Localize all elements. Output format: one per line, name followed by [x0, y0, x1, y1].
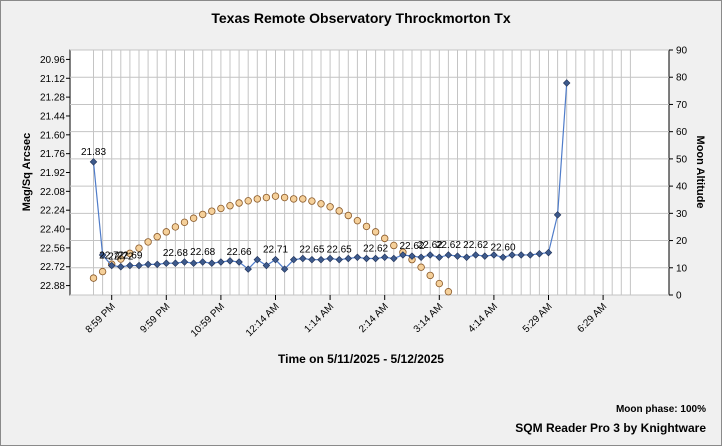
y2-tick-label: 70	[676, 100, 688, 111]
y2-tick-label: 80	[676, 73, 688, 84]
y-tick-label: 21.12	[40, 74, 65, 85]
sqm-data-label: 22.62	[463, 240, 488, 251]
x-tick-label: 1:14 AM	[302, 301, 336, 335]
moon-altitude-point	[209, 208, 216, 215]
sqm-data-label: 22.66	[227, 247, 252, 258]
y-tick-label: 22.88	[40, 281, 65, 292]
moon-altitude-point	[281, 194, 288, 201]
y2-tick-label: 40	[676, 182, 688, 193]
moon-altitude-point	[336, 208, 343, 215]
moon-altitude-point	[436, 280, 443, 287]
moon-altitude-point	[172, 224, 179, 231]
y-tick-label: 22.56	[40, 243, 65, 254]
y2-tick-label: 0	[676, 291, 682, 302]
moon-altitude-point	[90, 275, 97, 282]
y2-tick-label: 20	[676, 236, 688, 247]
sqm-data-label: 22.68	[163, 248, 188, 259]
moon-altitude-point	[372, 229, 379, 236]
x-tick-label: 10:59 PM	[189, 301, 227, 339]
moon-altitude-point	[254, 196, 261, 203]
y2-tick-label: 10	[676, 263, 688, 274]
y2-tick-label: 90	[676, 46, 688, 57]
moon-altitude-point	[445, 288, 452, 295]
x-tick-label: 3:14 AM	[412, 301, 446, 335]
y-axis-label: Mag/Sq Arcsec	[21, 133, 33, 211]
y-tick-label: 21.28	[40, 93, 65, 104]
moon-altitude-point	[300, 196, 307, 203]
moon-altitude-point	[263, 194, 270, 201]
moon-altitude-point	[381, 235, 388, 242]
sqm-data-label: 22.69	[117, 251, 142, 262]
sqm-data-label: 22.62	[363, 243, 388, 254]
moon-altitude-point	[354, 217, 361, 224]
moon-altitude-point	[236, 200, 243, 207]
sqm-data-label: 22.65	[299, 245, 324, 256]
y-tick-label: 21.76	[40, 149, 65, 160]
y-tick-label: 21.44	[40, 111, 65, 122]
moon-altitude-point	[427, 272, 434, 279]
moon-altitude-point	[190, 215, 197, 222]
moon-altitude-point	[345, 212, 352, 219]
moon-altitude-point	[199, 211, 206, 218]
y2-tick-label: 60	[676, 127, 688, 138]
y-tick-label: 22.08	[40, 187, 65, 198]
y-tick-label: 21.60	[40, 130, 65, 141]
y-tick-label: 21.92	[40, 168, 65, 179]
moon-altitude-point	[245, 198, 252, 205]
y2-tick-label: 30	[676, 209, 688, 220]
y-tick-label: 22.24	[40, 206, 65, 217]
moon-altitude-point	[418, 264, 425, 271]
moon-altitude-point	[218, 205, 225, 212]
sqm-data-label: 21.83	[81, 147, 106, 158]
x-tick-label: 2:14 AM	[357, 301, 391, 335]
moon-altitude-point	[391, 242, 398, 249]
moon-altitude-point	[309, 198, 316, 205]
moon-altitude-point	[363, 223, 370, 230]
x-tick-label: 5:29 AM	[521, 301, 555, 335]
x-tick-label: 6:29 AM	[575, 301, 609, 335]
y2-tick-label: 50	[676, 154, 688, 165]
moon-altitude-point	[145, 239, 152, 246]
sqm-data-label: 22.71	[263, 245, 288, 256]
moon-altitude-point	[290, 196, 297, 203]
y-tick-label: 20.96	[40, 55, 65, 66]
x-tick-label: 9:59 PM	[138, 301, 172, 335]
moon-altitude-point	[181, 219, 188, 226]
sqm-data-label: 22.68	[190, 247, 215, 258]
x-tick-label: 12:14 AM	[244, 301, 282, 339]
y-tick-label: 22.40	[40, 225, 65, 236]
y2-axis-label: Moon Altitude	[694, 136, 706, 209]
sqm-data-label: 22.62	[436, 240, 461, 251]
sqm-data-label: 22.60	[490, 242, 515, 253]
moon-altitude-point	[327, 204, 334, 211]
x-tick-label: 4:14 AM	[466, 301, 500, 335]
moon-altitude-point	[154, 233, 161, 240]
moon-altitude-point	[227, 202, 234, 209]
x-tick-label: 8:59 PM	[84, 301, 118, 335]
sqm-data-label: 22.65	[327, 245, 352, 256]
moon-altitude-point	[163, 229, 170, 236]
moon-altitude-point	[99, 268, 106, 275]
moon-altitude-point	[272, 193, 279, 200]
y-tick-label: 22.72	[40, 262, 65, 273]
moon-altitude-point	[318, 201, 325, 208]
